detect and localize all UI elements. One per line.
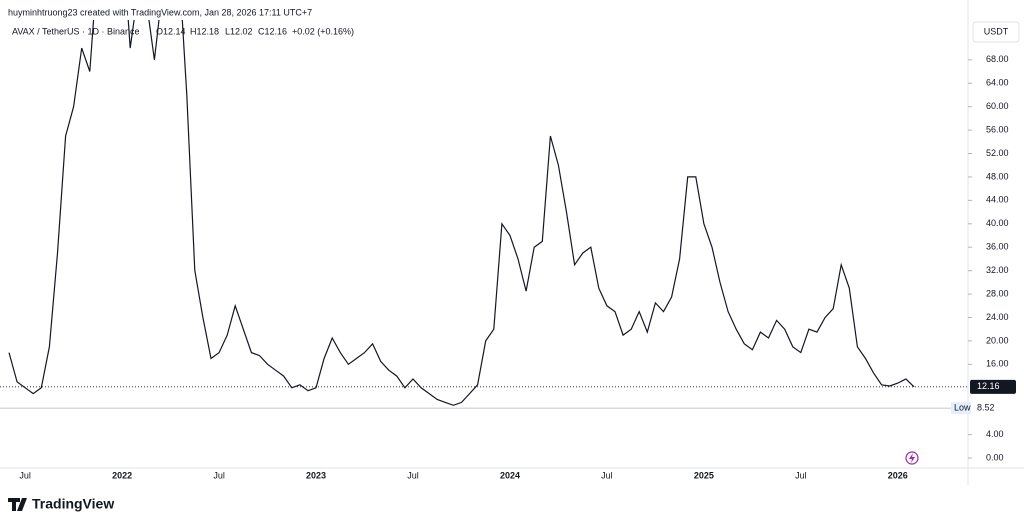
y-tick-label: 56.00 — [986, 124, 1009, 134]
y-tick-label: 32.00 — [986, 265, 1009, 275]
plot — [8, 20, 915, 406]
x-tick-label: Jul — [407, 470, 419, 480]
y-tick-label: 24.00 — [986, 312, 1009, 322]
header: huyminhtruong23 created with TradingView… — [8, 7, 312, 17]
y-tick-label: 48.00 — [986, 171, 1009, 181]
symbol: AVAX / TetherUS · 1D · Binance — [12, 26, 140, 36]
low-tag — [951, 402, 971, 415]
low-tag-label: Low — [954, 403, 971, 413]
y-tick-label: 44.00 — [986, 195, 1009, 205]
low-tag-value: 8.52 — [977, 403, 995, 413]
close: C12.16 — [258, 26, 287, 36]
x-tick-label: 2026 — [888, 470, 908, 480]
event-icon-bolt — [909, 453, 915, 463]
y-tick-label: 64.00 — [986, 78, 1009, 88]
logo — [8, 498, 27, 511]
brand: TradingView — [32, 496, 114, 512]
low-price: L12.02 — [225, 26, 253, 36]
x-tick-label: 2022 — [112, 470, 132, 480]
x-tick-label: 2023 — [306, 470, 326, 480]
y-tick-label: 16.00 — [986, 359, 1009, 369]
x-tick-label: Jul — [19, 470, 31, 480]
x-tick-label: 2025 — [694, 470, 714, 480]
y-tick-label: 40.00 — [986, 218, 1009, 228]
y-tick-label: 68.00 — [986, 54, 1009, 64]
event-icon[interactable] — [905, 451, 919, 465]
currency-box[interactable] — [972, 21, 1020, 43]
y-tick-label: 60.00 — [986, 101, 1009, 111]
y-tick-label: 52.00 — [986, 148, 1009, 158]
y-tick-label: 20.00 — [986, 335, 1009, 345]
x-tick-label: Jul — [795, 470, 807, 480]
last-price-tag — [970, 379, 1016, 394]
y-tick-label: 36.00 — [986, 242, 1009, 252]
y-tick-label: 4.00 — [986, 429, 1004, 439]
x-tick-label: Jul — [601, 470, 613, 480]
y-tick-label: 28.00 — [986, 288, 1009, 298]
change: +0.02 (+0.16%) — [292, 26, 354, 36]
open: O12.14 — [156, 26, 186, 36]
last-price-label: 12.16 — [977, 381, 1000, 391]
y-tick-label: 0.00 — [986, 452, 1004, 462]
x-tick-label: Jul — [213, 470, 225, 480]
x-tick-label: 2024 — [500, 470, 520, 480]
price-line — [8, 20, 915, 406]
currency[interactable]: USDT — [984, 26, 1009, 36]
high: H12.18 — [190, 26, 219, 36]
